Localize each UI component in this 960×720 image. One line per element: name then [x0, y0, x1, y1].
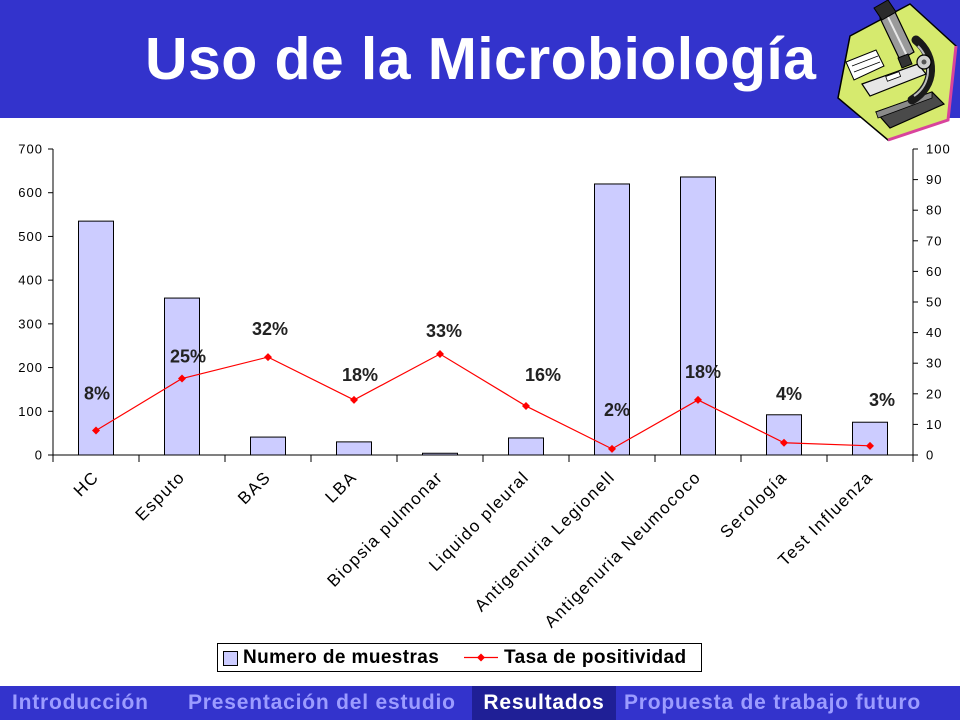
category-label-bas: BAS [234, 467, 275, 508]
category-label-antigenuria-neumococo: Antigenuria Neumococo [541, 467, 705, 631]
legend-label-numero-de-muestras: Numero de muestras [243, 647, 440, 668]
bar-hc [78, 220, 114, 456]
page-title: Uso de la Microbiología [145, 26, 817, 92]
line-positividad [95, 353, 871, 450]
category-label-lba: LBA [321, 467, 360, 506]
bar-test-influenza [852, 421, 888, 456]
left-axis-tick-label: 300 [18, 316, 43, 331]
data-label-esputo: 25% [170, 347, 206, 367]
bar-serologia [766, 414, 802, 456]
nav-presentacion-del-estudio[interactable]: Presentación del estudio [188, 691, 456, 714]
data-label-liquido-pleural: 16% [525, 365, 561, 385]
bar-antigenuria-neumococo [680, 176, 716, 456]
right-axis-tick-label: 100 [926, 142, 951, 157]
category-label-esputo: Esputo [132, 467, 189, 524]
category-label-test-influenza: Test Influenza [774, 467, 876, 569]
line-point-esputo [178, 374, 186, 383]
microscope-icon [837, 0, 958, 142]
left-axis-tick-label: 0 [35, 448, 43, 463]
line-point-test-influenza [866, 441, 874, 450]
data-label-serologia: 4% [776, 384, 802, 404]
right-axis-tick-label: 10 [926, 417, 942, 432]
line-point-hc [92, 426, 100, 435]
line-point-antigenuria-neumococo [694, 395, 702, 404]
header-bar: Uso de la Microbiología [0, 0, 960, 118]
nav-resultados[interactable]: Resultados [472, 686, 616, 720]
bar-lba [336, 441, 372, 456]
line-point-antigenuria-legionell [608, 444, 616, 453]
category-label-antigenuria-legionell: Antigenuria Legionell [471, 467, 619, 615]
legend-swatch-bar [223, 651, 238, 666]
combo-chart: 0 100 200 300 400 500 600 700 0 10 20 30 40 50 60 70 80 9… [18, 142, 951, 632]
right-axis-tick-label: 40 [926, 325, 942, 340]
right-axis-tick-label: 30 [926, 356, 942, 371]
data-label-test-influenza: 3% [869, 390, 895, 410]
category-label-serologia: Serología [716, 467, 790, 541]
legend-swatch-line [464, 653, 498, 662]
line-point-bas [264, 353, 272, 362]
right-axis-tick-label: 90 [926, 172, 942, 187]
data-label-bas: 32% [252, 319, 288, 339]
line-point-lba [350, 395, 358, 404]
left-axis-tick-label: 200 [18, 360, 43, 375]
chart-legend: Numero de muestras Tasa de positividad [217, 643, 702, 672]
legend-label-tasa-de-positividad: Tasa de positividad [504, 647, 687, 668]
bar-antigenuria-legionell [594, 183, 630, 456]
right-axis-tick-label: 70 [926, 233, 942, 248]
left-axis-tick-label: 600 [18, 185, 43, 200]
right-axis-tick-label: 50 [926, 295, 942, 310]
bar-liquido-pleural [508, 437, 544, 456]
left-axis-tick-label: 500 [18, 229, 43, 244]
data-label-antigenuria-neumococo: 18% [685, 362, 721, 382]
right-axis-tick-label: 60 [926, 264, 942, 279]
section-nav-bar: Introducción Presentación del estudio Re… [0, 686, 960, 720]
right-axis-tick-label: 80 [926, 203, 942, 218]
bar-bas [250, 436, 286, 456]
data-label-lba: 18% [342, 365, 378, 385]
line-point-serologia [780, 438, 788, 447]
data-label-biopsia-pulmonar: 33% [426, 321, 462, 341]
nav-propuesta-de-trabajo-futuro[interactable]: Propuesta de trabajo futuro [624, 691, 921, 714]
line-point-biopsia-pulmonar [436, 350, 444, 359]
data-label-hc: 8% [84, 384, 110, 404]
line-point-liquido-pleural [522, 402, 530, 411]
data-label-antigenuria-legionell: 2% [604, 400, 630, 420]
nav-introduccion[interactable]: Introducción [12, 691, 149, 714]
left-axis-tick-label: 400 [18, 273, 43, 288]
right-axis-tick-label: 0 [926, 448, 934, 463]
left-axis-tick-label: 100 [18, 404, 43, 419]
left-axis-tick-label: 700 [18, 142, 43, 157]
category-label-hc: HC [70, 467, 103, 500]
right-axis-tick-label: 20 [926, 386, 942, 401]
